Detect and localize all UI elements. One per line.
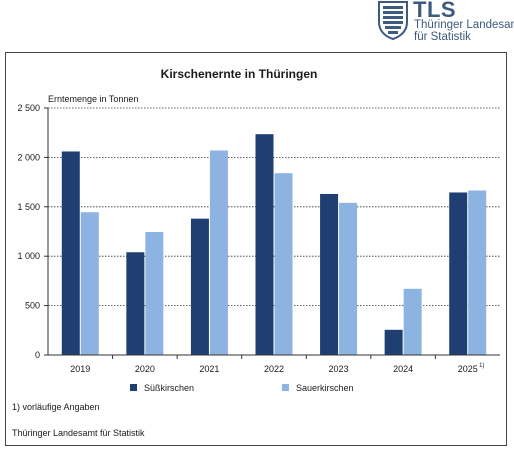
footnote: 1) vorläufige Angaben — [12, 402, 100, 412]
gridlines — [48, 107, 500, 307]
bar-suesskirschen-2025 — [449, 192, 468, 355]
source-note: Thüringer Landesamt für Statistik — [12, 428, 145, 438]
legend-swatch-sauerkirschen — [282, 384, 289, 391]
logo-name-line2: für Statistik — [414, 31, 471, 43]
logo-name-line1: Thüringer Landesamt — [414, 19, 514, 31]
y-tick-label: 2 500 — [17, 103, 40, 113]
bar-sauerkirschen-2025 — [468, 190, 487, 355]
chart-title: Kirschenernte in Thüringen — [161, 67, 318, 81]
x-tick-label: 2025 — [458, 364, 478, 374]
chart-frame — [5, 52, 507, 446]
bar-sauerkirschen-2021 — [209, 150, 228, 355]
bar-suesskirschen-2023 — [320, 193, 339, 355]
bars — [61, 134, 487, 355]
y-tick-label: 1 500 — [17, 202, 40, 212]
x-tick-label: 2019 — [70, 364, 90, 374]
y-tick-label: 500 — [25, 301, 40, 311]
bar-suesskirschen-2019 — [61, 151, 80, 355]
x-tick-footnote: 1) — [479, 363, 484, 369]
coat-of-arms-icon — [378, 1, 408, 40]
bar-suesskirschen-2022 — [255, 134, 274, 355]
bar-sauerkirschen-2024 — [403, 288, 422, 355]
bar-sauerkirschen-2020 — [145, 231, 164, 355]
y-tick-label: 0 — [35, 350, 40, 360]
axes: 0 500 1 000 1 500 2 000 2 500 2019 2020 2021 2022… — [17, 103, 500, 374]
x-tick-label: 2024 — [393, 364, 413, 374]
tls-logo: TLS Thüringer Landesamt für Statistik — [376, 0, 514, 44]
y-tick-label: 2 000 — [17, 152, 40, 162]
bar-suesskirschen-2020 — [126, 252, 145, 355]
x-tick-label: 2023 — [329, 364, 349, 374]
legend: Süßkirschen Sauerkirschen — [130, 383, 354, 393]
bar-sauerkirschen-2019 — [80, 212, 99, 355]
legend-swatch-suesskirschen — [130, 384, 137, 391]
y-axis-label: Erntemenge in Tonnen — [48, 94, 138, 104]
logo-abbreviation: TLS — [413, 0, 457, 22]
bar-sauerkirschen-2022 — [274, 173, 293, 355]
x-tick-label: 2022 — [264, 364, 284, 374]
x-tick-label: 2020 — [135, 364, 155, 374]
bar-suesskirschen-2024 — [384, 329, 403, 355]
y-tick-label: 1 000 — [17, 251, 40, 261]
x-tick-label: 2021 — [199, 364, 219, 374]
legend-label-suesskirschen: Süßkirschen — [144, 383, 194, 393]
legend-label-sauerkirschen: Sauerkirschen — [296, 383, 354, 393]
bar-suesskirschen-2021 — [190, 218, 209, 355]
bar-sauerkirschen-2023 — [339, 202, 358, 355]
